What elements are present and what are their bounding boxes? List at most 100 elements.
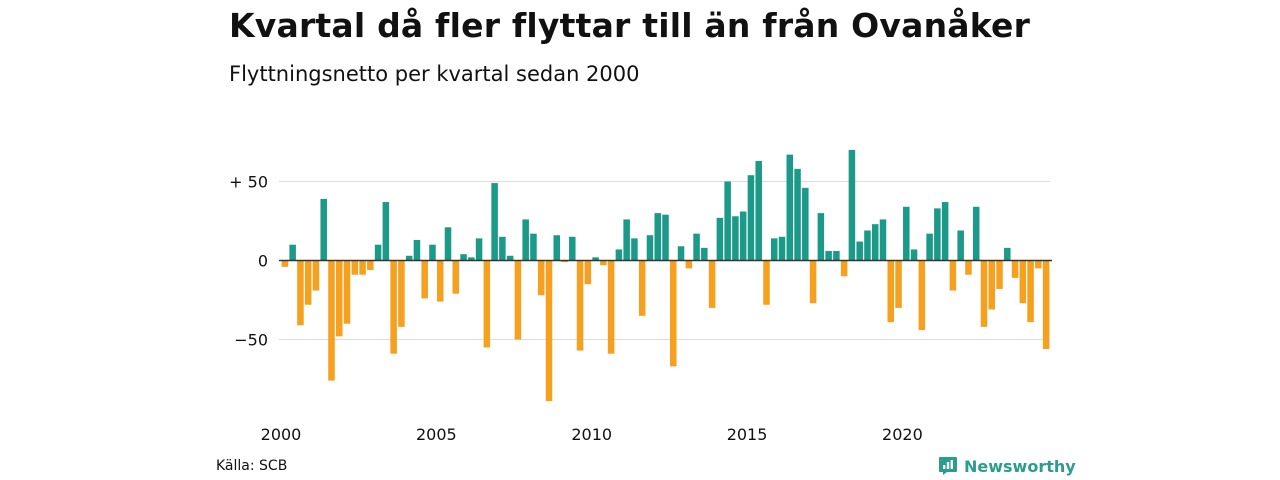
x-tick-label: 2000 [261, 425, 302, 444]
bar [545, 260, 553, 402]
bar [1027, 260, 1034, 323]
bar [436, 260, 444, 302]
bar [716, 217, 724, 261]
bar [732, 216, 739, 261]
bar [934, 208, 941, 261]
bar [382, 202, 390, 261]
bar [871, 224, 879, 261]
brand-logo[interactable]: Newsworthy [938, 456, 1076, 476]
bar [452, 260, 460, 294]
bar [553, 235, 561, 261]
bar [693, 233, 700, 261]
bar [833, 251, 840, 261]
bar [662, 214, 669, 261]
bar [778, 236, 786, 261]
bar [351, 260, 359, 275]
bar [289, 244, 296, 261]
bar [926, 233, 933, 261]
bar [739, 211, 747, 261]
bar [281, 260, 289, 267]
bar [468, 257, 475, 261]
bar [374, 244, 382, 261]
chart-subtitle: Flyttningsnetto per kvartal sedan 2000 [229, 62, 640, 86]
bar [600, 260, 607, 266]
bar [413, 239, 421, 261]
bar [514, 260, 522, 340]
bar [980, 260, 988, 327]
bar [848, 149, 856, 261]
grid-lines [279, 181, 1050, 340]
bar [576, 260, 584, 351]
y-tick-label: −50 [234, 331, 268, 350]
bar [483, 260, 491, 348]
axes: + 50 0 −50 2000 2005 2010 2015 2020 [229, 173, 1052, 444]
bar [895, 260, 902, 308]
bar [398, 260, 405, 327]
bar [499, 236, 506, 261]
bar [879, 219, 887, 261]
bar [685, 260, 693, 269]
bar [312, 260, 320, 291]
bar [522, 219, 529, 261]
bar [856, 241, 863, 261]
bar [429, 244, 436, 261]
bar [654, 213, 661, 261]
bar [367, 260, 374, 270]
bar [390, 260, 397, 354]
bar [708, 260, 716, 308]
bar [537, 260, 545, 296]
newsworthy-logo-icon [939, 457, 957, 475]
bar [941, 202, 949, 261]
bar [825, 251, 832, 261]
bar [1042, 260, 1050, 349]
bar [1035, 260, 1042, 269]
bar [794, 168, 801, 261]
bar [918, 260, 926, 331]
bar [460, 254, 467, 261]
bar [903, 206, 910, 261]
bar [359, 260, 366, 275]
bar [677, 246, 685, 261]
bar [763, 260, 770, 305]
bar [724, 181, 731, 261]
bar [965, 260, 972, 275]
source-note: Källa: SCB [216, 458, 288, 474]
bar [670, 260, 677, 367]
bar [646, 235, 654, 261]
y-tick-label: + 50 [229, 173, 268, 192]
bar [506, 255, 514, 261]
bar [475, 238, 483, 261]
bar [747, 175, 755, 261]
x-tick-label: 2005 [416, 425, 457, 444]
chart-title: Kvartal då fler flyttar till än från Ova… [229, 6, 1031, 45]
bar [802, 187, 809, 261]
bar [988, 260, 995, 310]
bar [786, 154, 794, 261]
bar [957, 230, 964, 261]
bar [864, 230, 871, 261]
bar [607, 260, 615, 354]
bar [1019, 260, 1027, 304]
bar [996, 260, 1003, 289]
bar [405, 255, 413, 261]
bar [320, 198, 327, 261]
bar [569, 236, 576, 261]
bar [343, 260, 351, 324]
bar [444, 227, 452, 261]
bar [1011, 260, 1019, 278]
bar [770, 238, 778, 261]
bar [304, 260, 312, 305]
bar [615, 249, 623, 261]
bar [421, 260, 428, 299]
bar [297, 260, 304, 326]
bar [638, 260, 646, 316]
bar [949, 260, 957, 291]
bar [561, 260, 568, 263]
bar [887, 260, 895, 323]
bars [281, 149, 1050, 402]
bar [840, 260, 848, 277]
bar [336, 260, 343, 337]
x-tick-label: 2010 [571, 425, 612, 444]
bar [809, 260, 817, 304]
